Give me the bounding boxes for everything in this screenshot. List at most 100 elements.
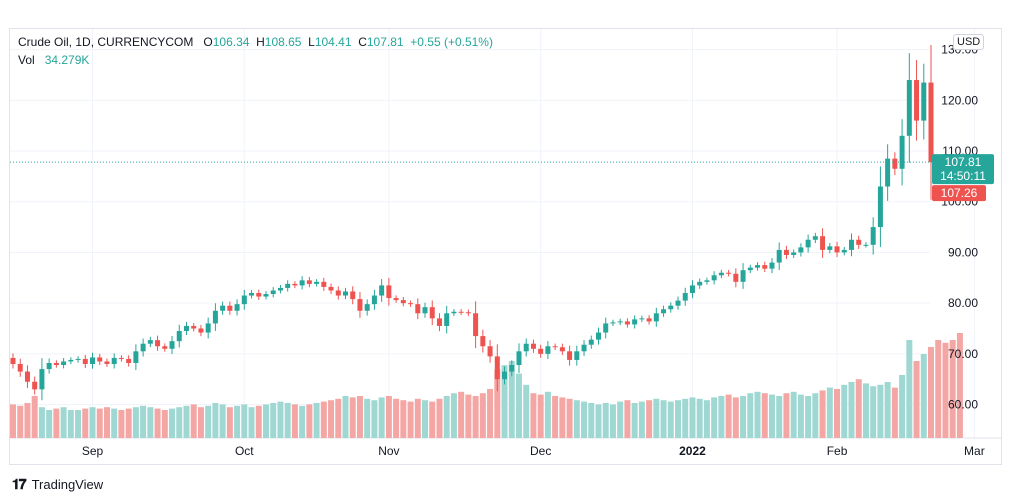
candle-body-47 (350, 291, 356, 300)
volume-bar-69 (508, 361, 515, 438)
candle-body-43 (321, 281, 327, 287)
candle-body-102 (747, 267, 753, 271)
volume-bar-23 (176, 407, 183, 438)
volume-bar-54 (400, 400, 407, 438)
tradingview-logo[interactable]: 𝟏𝟕 TradingView (12, 476, 103, 493)
candle-body-117 (856, 239, 862, 245)
candle-body-60 (444, 313, 450, 326)
volume-bar-128 (935, 340, 942, 438)
volume-bar-117 (855, 379, 862, 438)
candle-body-41 (306, 280, 312, 284)
close-label: C (358, 35, 367, 49)
volume-bar-66 (487, 389, 494, 438)
volume-bar-40 (299, 405, 306, 438)
candle-body-68 (502, 371, 508, 380)
candle-body-112 (820, 236, 826, 250)
candle-body-114 (834, 246, 840, 253)
currency-button[interactable]: USD (953, 34, 985, 50)
candle-body-7 (61, 361, 67, 366)
volume-bar-80 (588, 403, 595, 438)
candle-body-1 (17, 363, 23, 372)
candle-body-103 (755, 265, 761, 268)
volume-bar-5 (46, 410, 53, 438)
candle-body-4 (39, 369, 45, 390)
volume-bar-112 (819, 390, 826, 438)
volume-bar-27 (205, 405, 212, 438)
tradingview-label: TradingView (31, 477, 104, 492)
volume-bar-33 (248, 407, 255, 438)
candle-body-50 (371, 295, 377, 305)
ohlc-legend: Crude Oil, 1D, CURRENCYCOM O106.34 H108.… (18, 35, 493, 49)
candle-body-51 (379, 285, 385, 296)
prev-close-tag (932, 185, 986, 202)
volume-bar-8 (67, 410, 74, 438)
volume-bar-119 (870, 386, 877, 438)
candle-body-77 (567, 351, 573, 360)
volume-bar-7 (60, 407, 67, 438)
candle-body-119 (870, 227, 876, 245)
candle-body-86 (632, 319, 638, 325)
candle-body-0 (10, 357, 16, 364)
candle-body-70 (516, 351, 522, 366)
volume-bar-67 (494, 369, 501, 438)
candle-body-98 (718, 272, 724, 276)
candle-body-52 (386, 285, 392, 299)
candle-body-118 (863, 244, 869, 246)
volume-bar-11 (89, 407, 96, 438)
volume-bar-37 (277, 401, 284, 438)
volume-bar-21 (161, 410, 168, 438)
chart-frame[interactable] (9, 28, 1002, 465)
x-tick-label-2: Nov (378, 444, 399, 458)
volume-bar-105 (768, 394, 775, 438)
candle-body-19 (147, 340, 153, 344)
candle-body-2 (24, 371, 30, 382)
volume-bar-2 (24, 403, 31, 438)
volume-bar-90 (660, 400, 667, 438)
candle-body-46 (343, 291, 349, 296)
candle-body-76 (559, 347, 565, 352)
candle-body-100 (733, 273, 739, 282)
candle-body-125 (914, 80, 920, 121)
y-tick-label-1: 70.00 (948, 347, 978, 361)
volume-bar-75 (552, 396, 559, 438)
volume-bar-0 (10, 404, 16, 438)
volume-bar-39 (291, 404, 298, 438)
volume-bar-48 (356, 396, 363, 438)
volume-bar-94 (689, 397, 696, 438)
volume-bar-47 (349, 397, 356, 438)
volume-bar-110 (805, 396, 812, 438)
candle-body-84 (617, 321, 623, 323)
candle-body-75 (552, 346, 558, 348)
candle-body-48 (357, 299, 363, 311)
candle-body-83 (610, 322, 616, 324)
candle-body-38 (285, 283, 291, 288)
candle-body-11 (90, 357, 96, 364)
volume-bar-82 (602, 403, 609, 438)
x-tick-label-4: 2022 (679, 444, 706, 458)
volume-legend: Vol 34.279K (18, 53, 89, 67)
candle-body-61 (451, 311, 457, 314)
volume-bar-79 (581, 401, 588, 438)
candle-body-5 (46, 362, 52, 370)
candle-body-16 (126, 358, 132, 363)
volume-bar-86 (631, 403, 638, 438)
volume-bar-10 (82, 408, 89, 438)
candle-body-97 (711, 275, 717, 281)
candle-body-55 (408, 303, 414, 305)
candle-body-6 (53, 362, 59, 366)
candle-body-34 (256, 293, 262, 297)
volume-bar-31 (234, 405, 241, 438)
volume-bar-18 (140, 405, 147, 438)
volume-bar-73 (537, 394, 544, 438)
volume-bar-17 (132, 407, 139, 438)
candle-body-28 (212, 310, 218, 324)
y-tick-label-0: 60.00 (948, 398, 978, 412)
volume-bar-25 (190, 404, 197, 438)
low-value: 104.41 (314, 35, 352, 49)
volume-bar-16 (125, 408, 132, 438)
candle-body-23 (176, 331, 182, 342)
open-value: 106.34 (212, 35, 250, 49)
candle-body-15 (118, 357, 124, 359)
candle-body-54 (400, 300, 406, 304)
